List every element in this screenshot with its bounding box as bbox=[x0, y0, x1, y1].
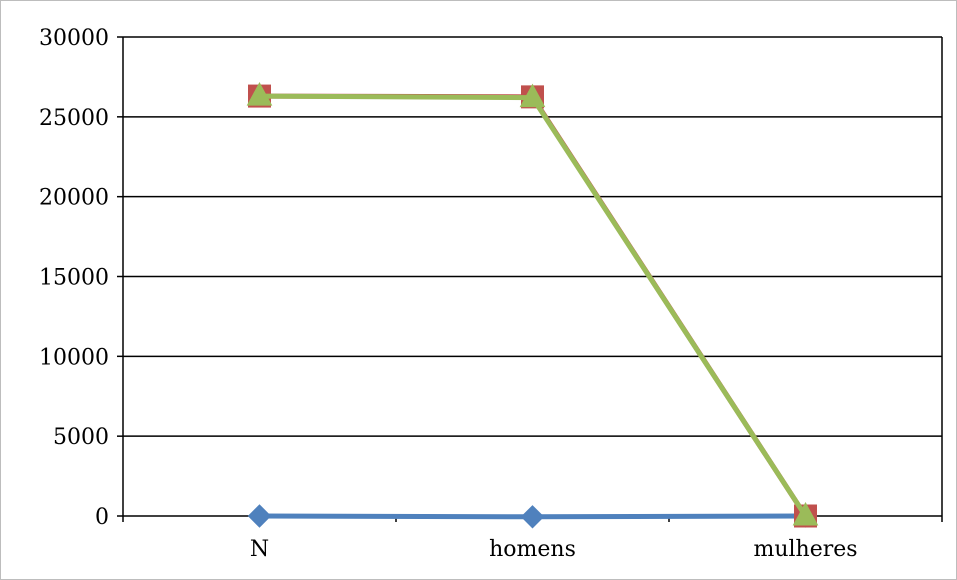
x-tick-label-1: homens bbox=[489, 537, 576, 562]
series-2-point-1 bbox=[519, 83, 546, 108]
series-2-point-0 bbox=[246, 82, 273, 106]
series-group bbox=[246, 82, 819, 529]
series-0 bbox=[247, 504, 818, 529]
y-tick-label-4: 20000 bbox=[39, 186, 109, 211]
y-tick-label-5: 25000 bbox=[39, 106, 109, 131]
series-1-line bbox=[257, 93, 808, 519]
series-0-point-0 bbox=[247, 504, 272, 528]
y-axis-ticks: 0 5000 10000 15000 20000 25000 30000 bbox=[39, 26, 109, 530]
x-tick-label-0: N bbox=[250, 537, 269, 562]
y-tick-label-0: 0 bbox=[95, 505, 109, 530]
gridlines bbox=[117, 36, 943, 517]
y-tick-label-3: 15000 bbox=[39, 266, 109, 291]
y-tick-label-1: 5000 bbox=[53, 425, 109, 450]
x-tick-label-2: mulheres bbox=[753, 537, 857, 562]
y-tick-label-6: 30000 bbox=[39, 26, 109, 51]
series-2-point-2 bbox=[792, 501, 819, 526]
series-1 bbox=[248, 84, 817, 528]
series-0-point-1 bbox=[520, 505, 545, 529]
series-2 bbox=[246, 82, 819, 526]
y-tick-label-2: 10000 bbox=[39, 345, 109, 370]
series-2-line bbox=[257, 93, 808, 519]
